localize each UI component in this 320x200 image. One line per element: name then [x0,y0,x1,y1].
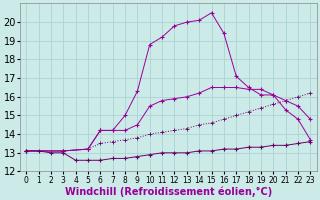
X-axis label: Windchill (Refroidissement éolien,°C): Windchill (Refroidissement éolien,°C) [65,186,272,197]
